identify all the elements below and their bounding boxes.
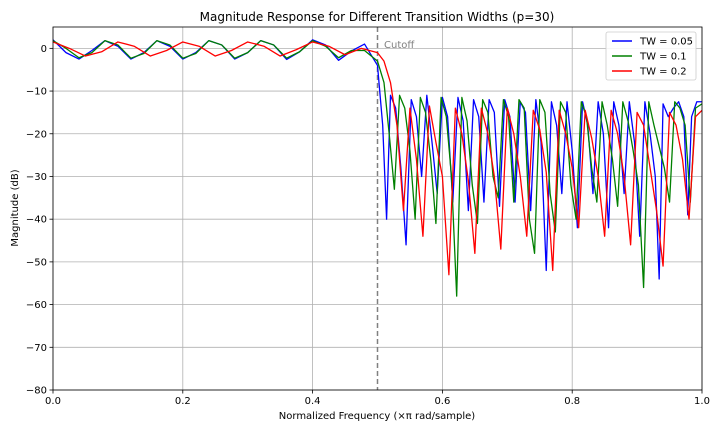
y-tick-label: −60 <box>26 300 47 311</box>
x-tick-label: 0.0 <box>45 396 61 407</box>
series-line-2 <box>53 41 702 276</box>
legend-label-tw-02: TW = 0.2 <box>639 67 687 78</box>
x-tick-label: 1.0 <box>694 396 710 407</box>
chart-title: Magnitude Response for Different Transit… <box>200 10 555 24</box>
cutoff-label: Cutoff <box>384 40 415 51</box>
plot-frame <box>52 26 703 391</box>
x-axis-label: Normalized Frequency (×π rad/sample) <box>279 411 476 422</box>
x-tick-label: 0.2 <box>175 396 191 407</box>
y-tick-label: −20 <box>26 129 47 140</box>
y-ticks: 0 −10 −20 −30 −40 −50 −60 −70 −80 <box>26 44 53 397</box>
series-lines <box>53 39 702 297</box>
legend-label-tw-005: TW = 0.05 <box>639 37 693 48</box>
y-tick-label: −80 <box>26 386 47 397</box>
y-tick-label: −50 <box>26 257 47 268</box>
legend: TW = 0.05 TW = 0.1 TW = 0.2 <box>605 31 697 81</box>
y-tick-label: −30 <box>26 172 47 183</box>
series-line-1 <box>53 40 702 297</box>
y-tick-label: −70 <box>26 343 47 354</box>
legend-box <box>605 31 697 81</box>
y-axis-label: Magnitude (dB) <box>10 169 21 246</box>
x-ticks: 0.0 0.2 0.4 0.6 0.8 1.0 <box>45 390 710 407</box>
y-tick-label: −10 <box>26 87 47 98</box>
x-tick-label: 0.8 <box>564 396 580 407</box>
x-tick-label: 0.6 <box>434 396 450 407</box>
legend-label-tw-01: TW = 0.1 <box>639 52 687 63</box>
y-tick-label: −40 <box>26 215 47 226</box>
x-tick-label: 0.4 <box>305 396 321 407</box>
y-tick-label: 0 <box>41 44 47 55</box>
